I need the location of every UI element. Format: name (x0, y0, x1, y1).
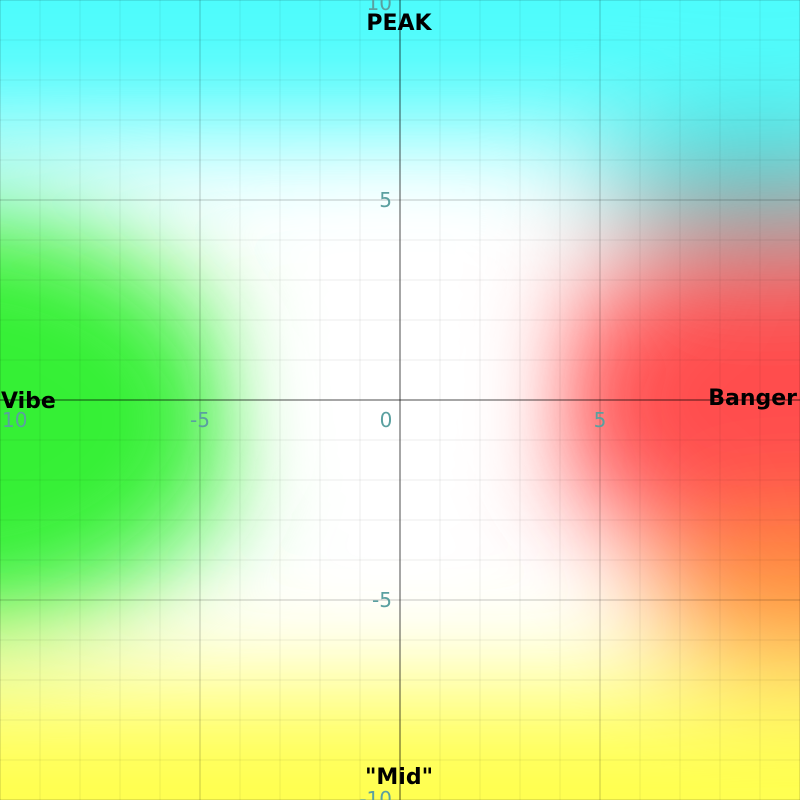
y-tick-label: 5 (379, 188, 392, 212)
heat-region-center (265, 215, 525, 555)
y-tick-label: -10 (359, 787, 392, 800)
heat-region-orange (650, 530, 800, 670)
heat-region-right (550, 213, 800, 587)
heat-region-teal (590, 135, 800, 245)
y-tick-label: 10 (367, 0, 392, 15)
heat-region-top (0, 0, 800, 130)
label-banger: Banger (708, 386, 797, 411)
heat-region-bottom (0, 690, 800, 800)
x-tick-label: 10 (798, 408, 800, 432)
label-peak: PEAK (366, 11, 432, 36)
x-tick-label: 5 (594, 408, 607, 432)
x-tick-label: 10 (2, 408, 27, 432)
y-tick-label: -5 (372, 588, 392, 612)
label-mid: "Mid" (365, 765, 433, 790)
label-vibe: Vibe (1, 389, 56, 414)
x-tick-label: 0 (380, 408, 393, 432)
heat-region-left (0, 214, 240, 626)
x-tick-label: -5 (190, 408, 210, 432)
